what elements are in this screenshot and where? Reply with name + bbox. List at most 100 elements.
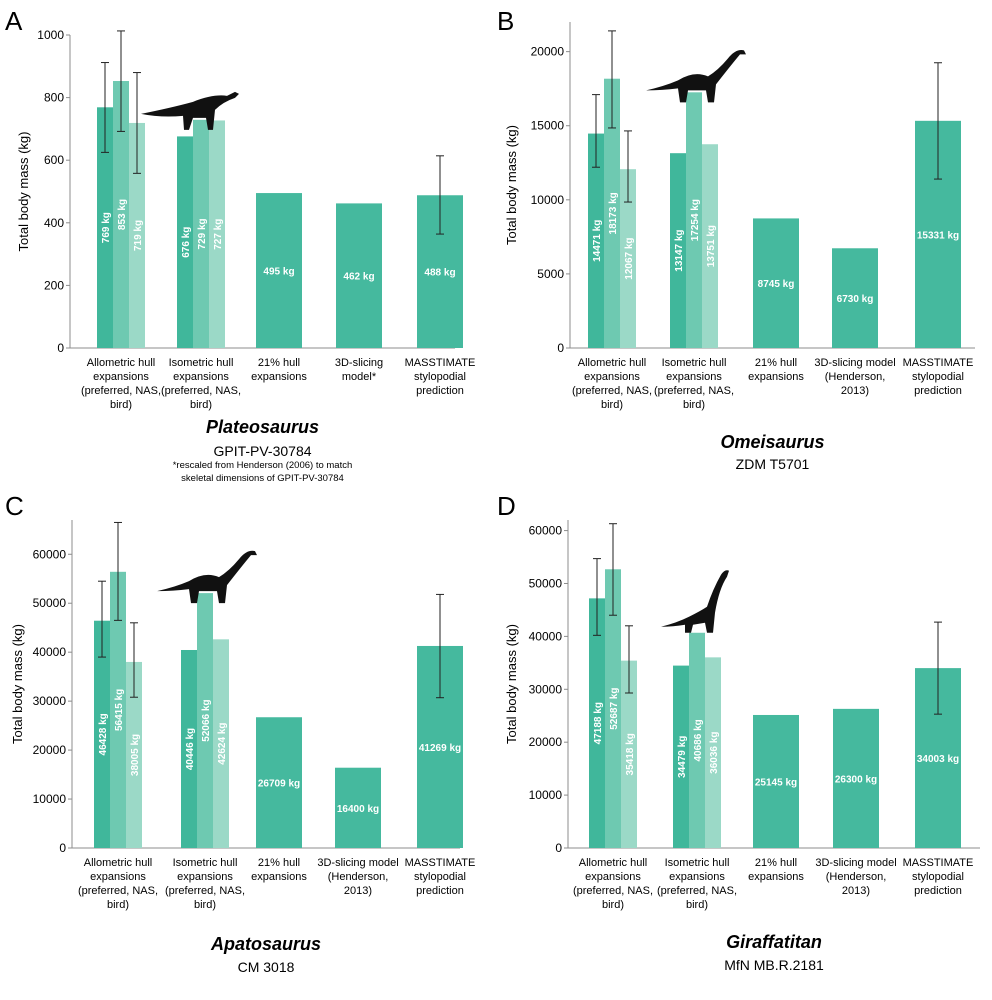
x-category-label: 3D-slicing [335,357,383,369]
dinosaur-silhouette-icon [141,91,239,130]
x-category-label: expansions [90,871,146,883]
bar-value-label: 16400 kg [337,804,379,815]
x-category-label: 21% hull [258,357,300,369]
panel-letter: D [497,491,516,521]
bar [753,714,799,848]
x-category-label: model* [342,371,377,383]
y-tick-label: 30000 [529,682,563,696]
y-tick-label: 800 [44,91,64,105]
bar [256,717,302,848]
bar-value-label: 719 kg [133,220,144,251]
bar-value-label: 12067 kg [624,237,635,279]
bar [620,169,636,348]
y-tick-label: 600 [44,153,64,167]
specimen-number: GPIT-PV-30784 [213,443,311,459]
bar-value-label: 56415 kg [114,689,125,731]
y-tick-label: 200 [44,278,64,292]
bar-value-label: 42624 kg [217,723,228,765]
x-category-label: (Henderson, [826,871,887,883]
y-tick-label: 0 [59,841,66,855]
dinosaur-silhouette-icon [157,550,257,604]
y-axis-title: Total body mass (kg) [504,624,519,744]
x-category-label: (preferred, NAS, [657,885,737,897]
chart-panel-a: A 0 200 400 600 800 1000 Total body mass (kg) 76… [5,6,475,484]
bar-value-label: 52066 kg [201,699,212,741]
bar-value-label: 52687 kg [609,688,620,730]
dinosaur-silhouette-icon [646,49,746,103]
bar-value-label: 25145 kg [755,777,797,788]
bar [110,571,126,848]
x-category-label: expansions [748,871,804,883]
y-tick-label: 400 [44,216,64,230]
x-category-label: MASSTIMATE [903,357,974,369]
y-tick-label: 40000 [33,645,67,659]
bar-value-label: 13751 kg [706,225,717,267]
bar [193,119,209,348]
taxon-name: Apatosaurus [210,934,321,954]
x-category-label: 3D-slicing model [814,357,895,369]
bar [209,120,225,348]
chart-panel-d: D 0 10000 20000 30000 40000 50000 60000 Total bo… [497,491,980,973]
x-category-label: Allometric hull [84,857,152,869]
chart-panel-c: C 0 10000 20000 30000 40000 50000 60000 Total bo… [5,491,475,975]
x-category-label: expansions [93,371,149,383]
silhouette-shape [661,570,729,633]
x-category-label: bird) [602,899,624,911]
x-category-label: bird) [686,899,708,911]
x-category-label: bird) [194,899,216,911]
bar-value-label: 6730 kg [837,294,874,305]
x-category-label: (preferred, NAS, [81,385,161,397]
bar-value-label: 676 kg [181,227,192,258]
specimen-number: CM 3018 [238,959,295,975]
x-category-label: Isometric hull [662,357,727,369]
y-tick-label: 0 [57,341,64,355]
x-category-label: expansions [251,371,307,383]
silhouette-shape [157,550,257,604]
bar [177,136,193,348]
panel-letter: C [5,491,24,521]
bar [686,92,702,348]
x-category-label: prediction [416,885,464,897]
bar [129,122,145,348]
x-category-label: expansions [173,371,229,383]
bar [670,153,686,348]
bar [705,657,721,848]
x-category-label: (preferred, NAS, [654,385,734,397]
y-tick-label: 30000 [33,694,67,708]
bar-value-label: 26709 kg [258,779,300,790]
x-category-label: Isometric hull [173,857,238,869]
bar-value-label: 46428 kg [98,713,109,755]
x-category-label: MASSTIMATE [405,857,476,869]
bar-value-label: 34003 kg [917,754,959,765]
specimen-number: ZDM T5701 [736,456,810,472]
bar-value-label: 488 kg [424,268,455,279]
y-tick-label: 60000 [529,524,563,538]
x-category-label: bird) [190,399,212,411]
footnote-line: *rescaled from Henderson (2006) to match [173,460,353,471]
y-tick-label: 50000 [529,576,563,590]
x-category-label: expansions [669,871,725,883]
bar [94,620,110,848]
bar [702,144,718,348]
bar-value-label: 40446 kg [185,728,196,770]
bar-value-label: 38005 kg [130,734,141,776]
bar [589,598,605,848]
bar-value-label: 462 kg [343,272,374,283]
x-category-label: prediction [914,385,962,397]
bar-value-label: 40686 kg [693,719,704,761]
bar [673,665,689,848]
taxon-name: Plateosaurus [206,417,319,437]
bar [605,569,621,848]
y-tick-label: 1000 [37,28,64,42]
bar-value-label: 729 kg [197,218,208,249]
bar [97,107,113,348]
x-category-label: 21% hull [755,357,797,369]
x-category-label: 2013) [344,885,372,897]
x-category-label: Allometric hull [578,357,646,369]
y-axis-title: Total body mass (kg) [504,125,519,245]
y-tick-label: 50000 [33,596,67,610]
x-category-label: bird) [601,399,623,411]
bar-value-label: 35418 kg [625,733,636,775]
bar-value-label: 769 kg [101,212,112,243]
x-category-label: Allometric hull [87,357,155,369]
